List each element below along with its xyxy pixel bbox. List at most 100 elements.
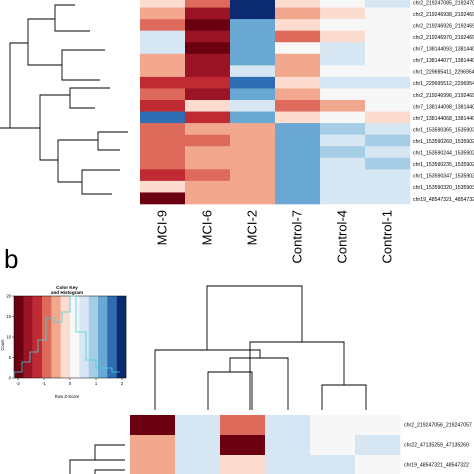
heatmap-a-row-label: chr2_219247085_219247057 — [413, 0, 474, 6]
color-key-band — [51, 296, 61, 378]
row-dendrogram-b — [69, 444, 125, 474]
heatmap-a-column-label: MCI-2 — [245, 210, 260, 245]
heatmap-b-cell — [265, 435, 311, 456]
heatmap-a-cell — [275, 42, 321, 55]
heatmap-a-cell — [275, 192, 321, 205]
heatmap-a-cell — [275, 123, 321, 135]
heatmap-b-cell — [130, 415, 176, 436]
heatmap-b-cells — [130, 415, 401, 474]
color-key-band — [79, 296, 89, 378]
heatmap-b-cell — [310, 415, 356, 436]
heatmap-a-cell — [185, 65, 231, 78]
color-key-ylabel: Count — [0, 339, 5, 351]
heatmap-a-row-label: chr1_153590244_153590245 — [413, 151, 474, 157]
heatmap-a-cell — [320, 42, 366, 55]
heatmap-a-cell — [140, 42, 186, 55]
heatmap-a-row-label: chr7_138144077_138144008 — [413, 58, 474, 64]
heatmap-a-cell — [230, 19, 276, 31]
heatmap-a-row-label: chr2_219246938_219246927 — [413, 12, 474, 18]
heatmap-a-cell — [365, 0, 411, 8]
heatmap-a-cell — [275, 134, 321, 147]
heatmap-a-cell — [365, 30, 411, 43]
heatmap-b-row-label: chr2_219247056_219247057 — [404, 423, 472, 429]
heatmap-b-cell — [175, 435, 221, 456]
heatmap-a-cell — [185, 123, 231, 135]
heatmap-b-cell — [310, 455, 356, 474]
column-dendrogram-b — [154, 285, 367, 410]
color-key-band — [14, 296, 24, 378]
heatmap-a-row-label: chr1_229695512_229695413 — [413, 81, 474, 87]
heatmap-a-cell — [230, 134, 276, 147]
heatmap-a-cell — [140, 146, 186, 159]
heatmap-a-cell — [320, 30, 366, 43]
heatmap-a-cell — [140, 0, 186, 8]
heatmap-a-cell — [230, 0, 276, 8]
heatmap-a-cell — [365, 7, 411, 20]
heatmap-a-cell — [320, 0, 366, 8]
heatmap-a-cell — [140, 111, 186, 124]
heatmap-a-row-label: chr2_219246996_219246967 — [413, 93, 474, 99]
heatmap-a-cell — [230, 65, 276, 78]
heatmap-a-cell — [185, 76, 231, 89]
heatmap-a-cell — [365, 76, 411, 89]
heatmap-a-column-label: Control-7 — [290, 210, 305, 263]
heatmap-b-cell — [175, 455, 221, 474]
heatmap-a-cell — [230, 123, 276, 135]
heatmap-b-cell — [265, 455, 311, 474]
heatmap-a-cell — [140, 180, 186, 193]
heatmap-a-cell — [140, 30, 186, 43]
color-key-y-tick-label: 5 — [9, 355, 12, 360]
heatmap-a-cell — [185, 146, 231, 159]
heatmap-a-cell — [320, 88, 366, 101]
heatmap-a-row-label: chr2_219246970_219246927 — [413, 35, 474, 41]
heatmap-a-cell — [140, 65, 186, 78]
heatmap-a-cells — [140, 0, 411, 205]
heatmap-a-row-labels: chr2_219247085_219247057 chr2_219246938_2… — [413, 0, 474, 202]
heatmap-b-cell — [220, 455, 266, 474]
color-key-y-tick-label: 15 — [6, 314, 11, 319]
heatmap-a-cell — [320, 53, 366, 66]
heatmap-a-cell — [275, 0, 321, 8]
heatmap-a-cell — [320, 65, 366, 78]
heatmap-a-row-label: chr7_138144098_138144008 — [413, 104, 474, 110]
color-key-band — [116, 296, 127, 378]
heatmap-a-cell — [365, 65, 411, 78]
color-key-title-line2: and Histogram — [51, 290, 83, 295]
heatmap-a-cell — [140, 134, 186, 147]
heatmap-a-cell — [185, 100, 231, 112]
heatmap-a-cell — [365, 134, 411, 147]
heatmap-a-cell — [185, 169, 231, 182]
color-key-x-tick-label: -2 — [16, 381, 20, 386]
heatmap-a-row-label: chr1_153590365_153590366 — [413, 127, 474, 133]
heatmap-b-row-label: chr22_47135259_47135260 — [404, 443, 469, 449]
heatmap-b-cell — [220, 415, 266, 436]
heatmap-a-cell — [365, 157, 411, 170]
heatmap-a-column-labels: MCI-9 MCI-6 MCI-2 Control-7 Control-4 Control… — [155, 210, 395, 263]
heatmap-a-cell — [275, 65, 321, 78]
color-key-y-tick-label: 20 — [6, 293, 11, 298]
heatmap-a-cell — [140, 19, 186, 31]
heatmap-a-column-label: Control-1 — [380, 210, 395, 263]
color-key-y-tick-label: 0 — [9, 375, 12, 380]
color-key-band — [32, 296, 43, 378]
heatmap-a-cell — [185, 157, 231, 170]
heatmap-a-cell — [320, 146, 366, 159]
heatmap-a-cell — [365, 146, 411, 159]
heatmap-a-cell — [275, 30, 321, 43]
heatmap-a-cell — [320, 111, 366, 124]
heatmap-a-cell — [320, 134, 366, 147]
heatmap-a-cell — [275, 88, 321, 101]
heatmap-a-column-label: Control-4 — [335, 210, 350, 263]
heatmap-a-cell — [365, 180, 411, 193]
heatmap-b-row-label: chr19_48547321_48547322 — [404, 463, 469, 469]
heatmap-a-row-label: chr19_48547321_48547322 — [413, 197, 474, 203]
heatmap-a-cell — [275, 169, 321, 182]
color-key-x-tick-label: -1 — [42, 381, 46, 386]
heatmap-a-column-label: MCI-6 — [200, 210, 215, 245]
heatmap-a-cell — [230, 157, 276, 170]
row-dendrogram-a — [0, 4, 128, 195]
heatmap-b-cell — [130, 455, 176, 474]
heatmap-a-cell — [230, 30, 276, 43]
heatmap-a-row-label: chr2_219246926_219246927 — [413, 23, 474, 29]
